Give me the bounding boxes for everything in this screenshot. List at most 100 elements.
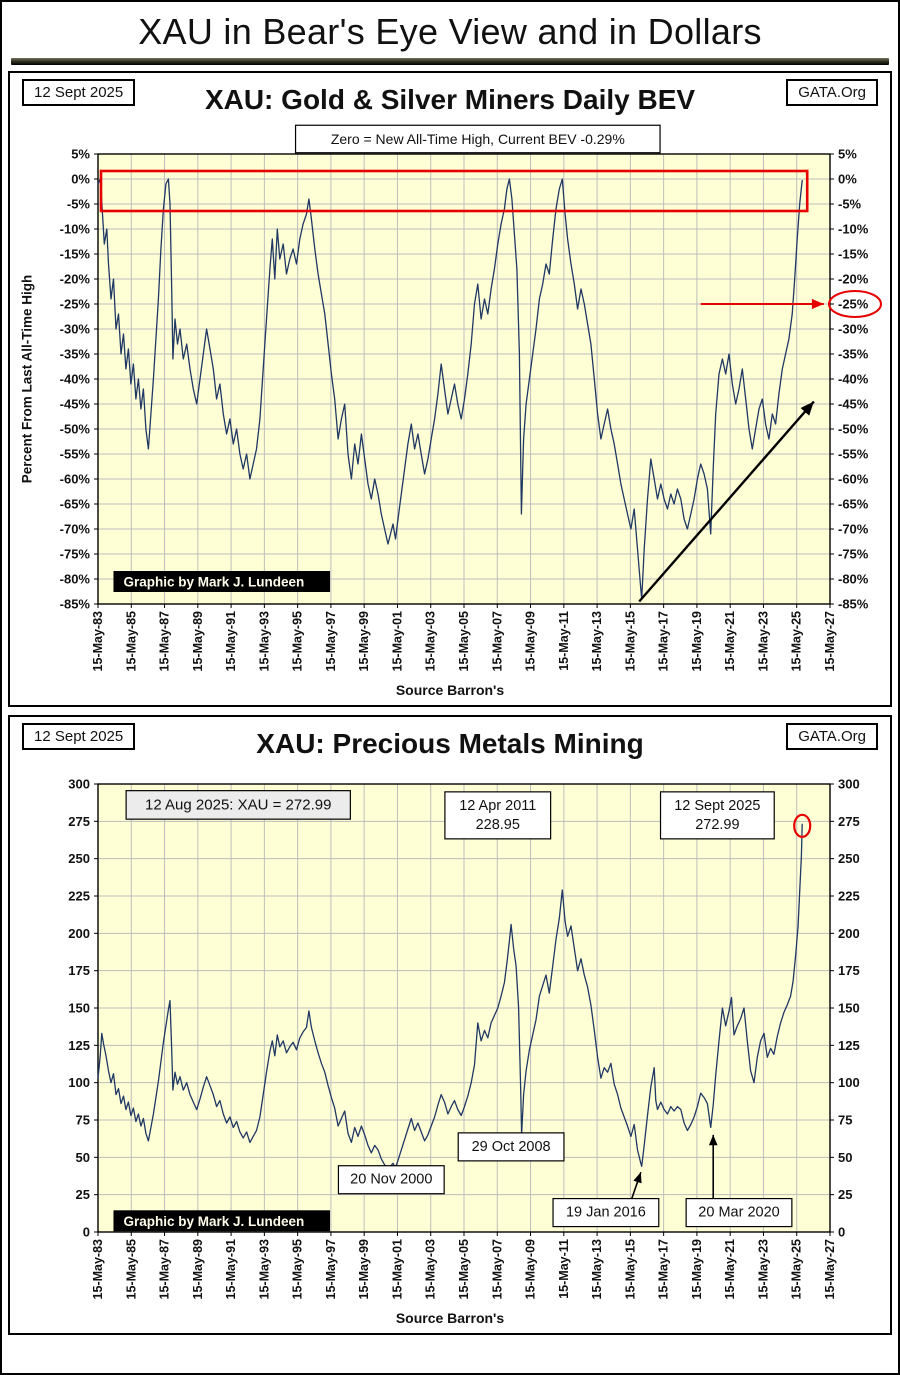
x-tick-label: 15-May-85	[124, 611, 138, 671]
y-tick-label-right: -45%	[838, 397, 869, 412]
y-tick-label-left: 175	[68, 963, 90, 978]
x-tick-label: 15-May-99	[357, 1239, 371, 1299]
y-tick-label-right: 5%	[838, 147, 857, 162]
y-tick-label-left: 150	[68, 1001, 90, 1016]
annotation-text: 272.99	[695, 817, 739, 833]
main-header: XAU in Bear's Eye View and in Dollars	[8, 4, 892, 65]
y-tick-label-right: -25%	[838, 297, 869, 312]
x-tick-label: 15-May-89	[191, 611, 205, 671]
y-axis-title: Percent From Last All-Time High	[20, 275, 35, 484]
y-tick-label-right: -60%	[838, 472, 869, 487]
y-tick-label-left: -40%	[60, 372, 91, 387]
x-tick-label: 15-May-15	[623, 611, 637, 671]
x-tick-label: 15-May-11	[557, 1239, 571, 1299]
y-tick-label-right: 175	[838, 963, 860, 978]
y-tick-label-left: 250	[68, 851, 90, 866]
y-tick-label-right: 25	[838, 1187, 852, 1202]
x-tick-label: 15-May-87	[158, 1239, 172, 1299]
y-tick-label-right: -15%	[838, 247, 869, 262]
y-tick-label-left: 300	[68, 777, 90, 792]
y-tick-label-right: -10%	[838, 222, 869, 237]
y-tick-label-right: -35%	[838, 347, 869, 362]
arrowhead	[633, 1172, 642, 1184]
y-tick-label-right: 250	[838, 851, 860, 866]
y-tick-label-right: -85%	[838, 597, 869, 612]
price-panel-head: 12 Sept 2025 XAU: Precious Metals Mining…	[10, 720, 890, 768]
y-tick-label-right: -70%	[838, 522, 869, 537]
bev-panel-head: 12 Sept 2025 XAU: Gold & Silver Miners D…	[10, 76, 890, 124]
x-tick-label: 15-May-17	[657, 1239, 671, 1299]
x-tick-label: 15-May-19	[690, 1239, 704, 1299]
annotation-text: 12 Aug 2025: XAU = 272.99	[145, 796, 331, 813]
y-tick-label-right: -65%	[838, 497, 869, 512]
page-title: XAU in Bear's Eye View and in Dollars	[138, 11, 762, 52]
annotation-text: 12 Sept 2025	[674, 798, 760, 814]
y-tick-label-right: -75%	[838, 547, 869, 562]
bev-chart-panel: 12 Sept 2025 XAU: Gold & Silver Miners D…	[8, 71, 892, 707]
credit-box	[113, 571, 331, 592]
y-tick-label-left: 75	[76, 1113, 90, 1128]
x-tick-label: 15-May-19	[690, 611, 704, 671]
y-tick-label-left: -70%	[60, 522, 91, 537]
x-tick-label: 15-May-95	[291, 1239, 305, 1299]
y-tick-label-right: 150	[838, 1001, 860, 1016]
y-tick-label-right: -40%	[838, 372, 869, 387]
y-tick-label-right: -50%	[838, 422, 869, 437]
y-tick-label-left: -55%	[60, 447, 91, 462]
x-tick-label: 15-May-05	[457, 1239, 471, 1299]
annotation-arrow	[638, 400, 815, 603]
annotation-box	[337, 1165, 445, 1195]
annotation-text: 19 Jan 2016	[566, 1205, 646, 1221]
x-tick-label: 15-May-27	[823, 1239, 837, 1299]
x-tick-label: 15-May-93	[257, 611, 271, 671]
y-tick-label-left: 225	[68, 889, 90, 904]
y-tick-label-right: 0	[838, 1225, 845, 1240]
y-tick-label-right: -20%	[838, 272, 869, 287]
annotation-text: 12 Apr 2011	[459, 798, 536, 814]
annotation-text: 228.95	[476, 817, 520, 833]
y-tick-label-left: -65%	[60, 497, 91, 512]
y-tick-label-right: -55%	[838, 447, 869, 462]
price-chart: 15-May-83 15-May-85 15-May-87 15-May-89 15-M…	[68, 777, 860, 1300]
annotation-text: 20 Nov 2000	[350, 1172, 432, 1188]
y-tick-label-left: 5%	[71, 147, 90, 162]
annotation-box	[294, 124, 661, 154]
price-source-label: Source Barron's	[395, 1310, 505, 1326]
bev-source-label: Source Barron's	[395, 682, 505, 698]
x-tick-label: 15-May-21	[723, 611, 737, 671]
x-tick-label: 15-May-21	[723, 1239, 737, 1299]
x-tick-label: 15-May-13	[590, 611, 604, 671]
x-tick-label: 15-May-83	[91, 611, 105, 671]
annotation-box	[444, 791, 552, 840]
org-badge: GATA.Org	[786, 79, 878, 106]
y-tick-label-right: 300	[838, 777, 860, 792]
x-tick-label: 15-May-11	[557, 611, 571, 671]
y-tick-label-right: 0%	[838, 172, 857, 187]
annotation-box	[659, 791, 775, 840]
x-tick-label: 15-May-89	[191, 1239, 205, 1299]
x-tick-label: 15-May-13	[590, 1239, 604, 1299]
y-tick-label-left: 275	[68, 814, 90, 829]
annotation-text: 20 Mar 2020	[698, 1205, 779, 1221]
highlight-rect	[99, 169, 809, 213]
price-chart-title: XAU: Precious Metals Mining	[256, 728, 644, 759]
y-tick-label-left: -20%	[60, 272, 91, 287]
x-tick-label: 15-May-25	[790, 611, 804, 671]
bev-chart: 15-May-83 15-May-85 15-May-87 15-May-89 15-M…	[20, 124, 882, 671]
bev-chart-title: XAU: Gold & Silver Miners Daily BEV	[204, 84, 696, 115]
arrowhead	[800, 401, 814, 416]
series-line	[97, 823, 803, 1170]
x-tick-label: 15-May-91	[224, 611, 238, 671]
y-tick-label-left: -35%	[60, 347, 91, 362]
x-tick-label: 15-May-07	[490, 1239, 504, 1299]
x-tick-label: 15-May-09	[524, 611, 538, 671]
data-point-circle	[793, 813, 812, 838]
x-tick-label: 15-May-87	[158, 611, 172, 671]
y-tick-label-left: 125	[68, 1038, 90, 1053]
price-chart-panel: 12 Sept 2025 XAU: Precious Metals Mining…	[8, 715, 892, 1335]
annotation-text: 29 Oct 2008	[472, 1139, 551, 1155]
y-tick-label-right: 125	[838, 1038, 860, 1053]
plot-border	[97, 153, 831, 605]
y-tick-label-left: -60%	[60, 472, 91, 487]
